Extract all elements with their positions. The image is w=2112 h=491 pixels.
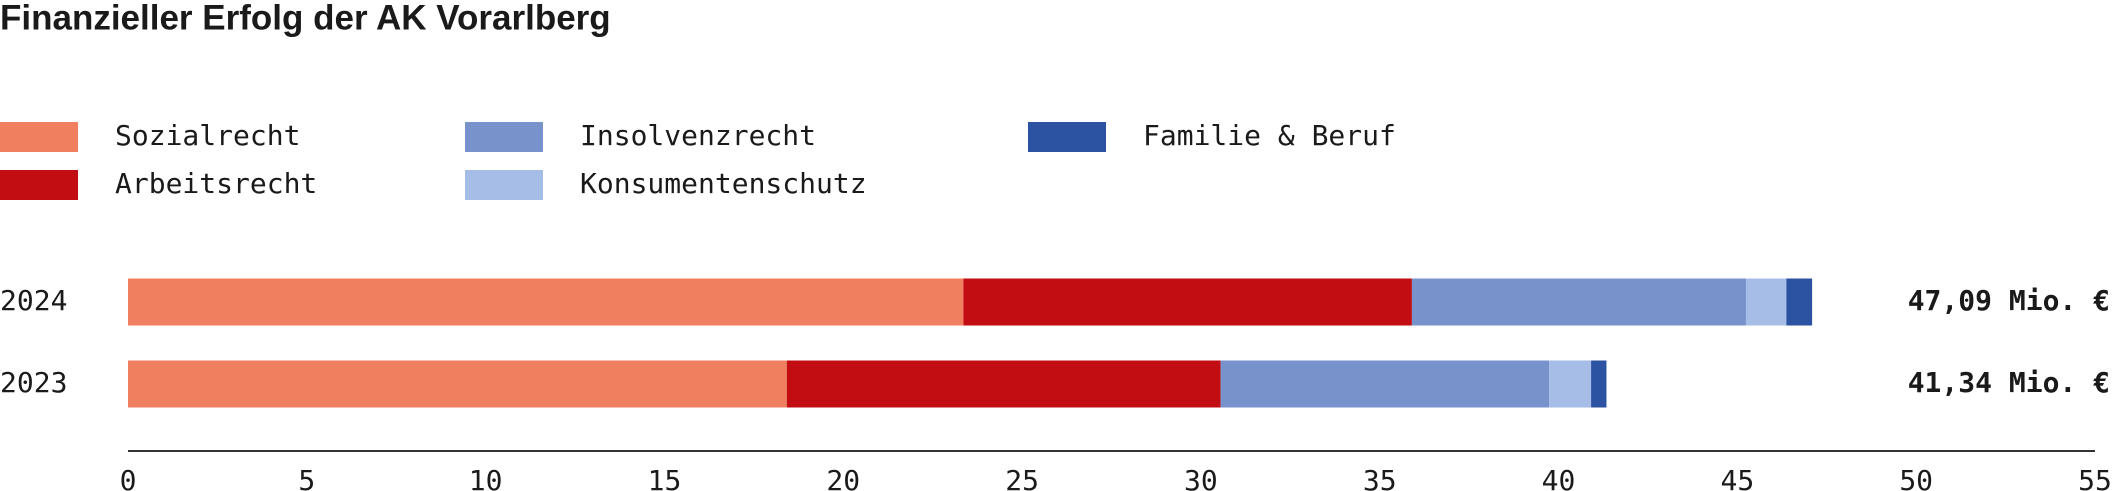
legend-swatch	[1028, 122, 1106, 152]
legend-swatch	[0, 170, 78, 200]
x-tick-label: 50	[1899, 464, 1933, 491]
legend-swatch	[465, 170, 543, 200]
x-tick-label: 35	[1363, 464, 1397, 491]
legend-label: Konsumentenschutz	[580, 167, 867, 200]
bar-segment	[786, 360, 1221, 408]
bar-segment	[963, 278, 1412, 326]
legend-label: Sozialrecht	[115, 119, 300, 152]
category-label: 2024	[0, 284, 67, 317]
total-label: 41,34 Mio. €	[1908, 366, 2110, 399]
legend-label: Insolvenzrecht	[580, 119, 816, 152]
x-tick-label: 5	[298, 464, 315, 491]
x-tick-label: 15	[648, 464, 682, 491]
bar-segment	[1411, 278, 1746, 326]
bar-segment	[1549, 360, 1592, 408]
bar-segment	[1591, 360, 1607, 408]
x-tick-label: 45	[1721, 464, 1755, 491]
chart-title: Finanzieller Erfolg der AK Vorarlberg	[0, 0, 611, 37]
bar-segment	[1745, 278, 1787, 326]
x-tick-label: 20	[826, 464, 860, 491]
x-tick-label: 30	[1184, 464, 1218, 491]
total-label: 47,09 Mio. €	[1908, 284, 2110, 317]
bar-segment	[128, 278, 964, 326]
legend-label: Arbeitsrecht	[115, 167, 317, 200]
category-label: 2023	[0, 366, 67, 399]
x-tick-label: 40	[1542, 464, 1576, 491]
x-tick-label: 25	[1005, 464, 1039, 491]
x-tick-label: 55	[2078, 464, 2112, 491]
legend-swatch	[465, 122, 543, 152]
legend-swatch	[0, 122, 78, 152]
bar-segment	[1786, 278, 1813, 326]
x-tick-label: 0	[120, 464, 137, 491]
bar-segment	[1220, 360, 1550, 408]
bar-segment	[128, 360, 787, 408]
x-tick-label: 10	[469, 464, 503, 491]
legend-label: Familie & Beruf	[1143, 119, 1396, 152]
